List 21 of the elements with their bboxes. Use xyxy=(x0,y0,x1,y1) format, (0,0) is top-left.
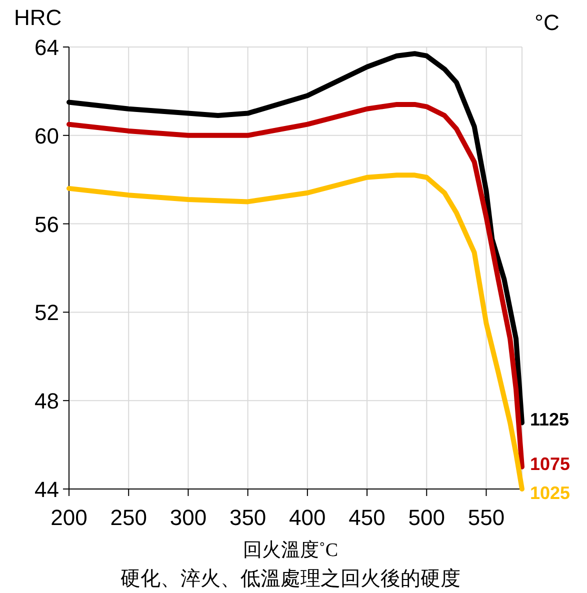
y-tick-label: 60 xyxy=(34,123,59,148)
x-axis-title: 回火溫度˚C xyxy=(243,539,338,561)
series-label: 1025 xyxy=(530,482,570,503)
x-tick-label: 250 xyxy=(110,505,147,530)
series-label: 1075 xyxy=(530,454,570,474)
x-tick-label: 450 xyxy=(348,505,386,530)
y-axis-title: HRC xyxy=(14,5,62,30)
series-label: 1125 xyxy=(530,410,570,430)
y-tick-label: 48 xyxy=(34,388,59,414)
y-tick-label: 44 xyxy=(34,477,59,502)
y-tick-label: 64 xyxy=(34,35,59,60)
y-tick-label: 56 xyxy=(34,212,59,237)
x-tick-label: 200 xyxy=(50,505,88,530)
x-tick-label: 300 xyxy=(170,505,207,530)
x-tick-label: 400 xyxy=(289,505,326,530)
x-tick-label: 550 xyxy=(468,505,505,530)
y-tick-label: 52 xyxy=(34,300,59,326)
x-tick-label: 500 xyxy=(408,505,445,530)
text: 硬化、淬火、低溫處理之回火後的硬度 xyxy=(120,568,460,590)
x-tick-label: 350 xyxy=(229,505,266,530)
legend-title: °C xyxy=(534,10,560,35)
